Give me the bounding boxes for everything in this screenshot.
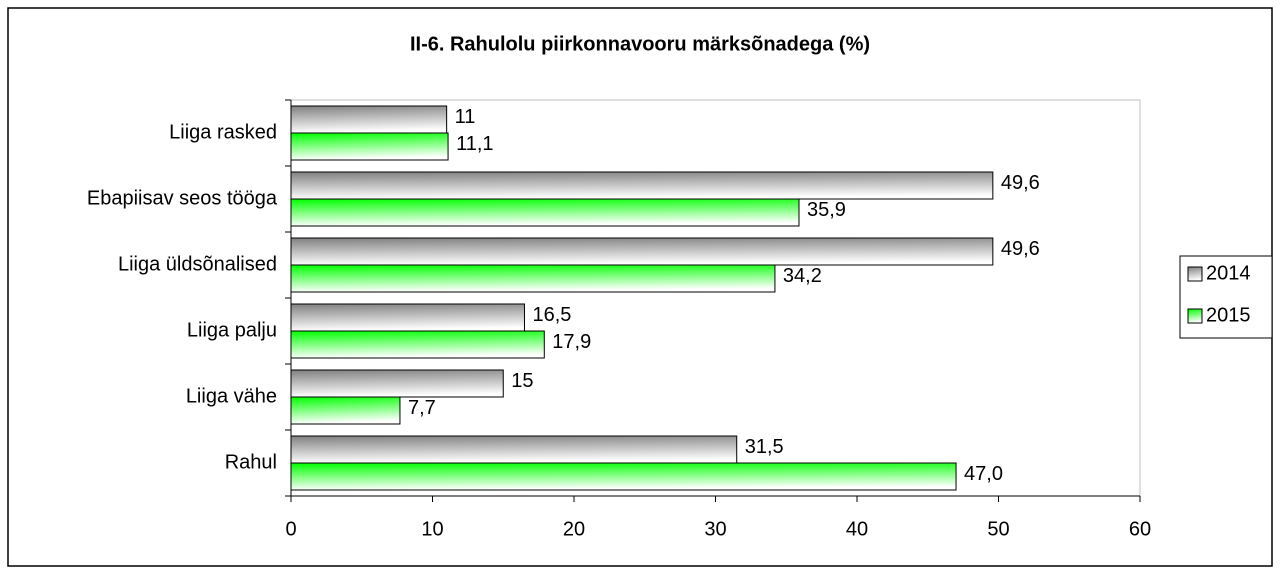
value-label: 15: [511, 370, 533, 392]
bar: [290, 237, 994, 266]
bar: [290, 264, 776, 293]
y-tick-label: Ebapiisav seos tööga: [87, 187, 278, 209]
value-label: 16,5: [532, 304, 571, 326]
value-label: 47,0: [964, 463, 1003, 485]
y-tick-label: Liiga palju: [187, 319, 277, 341]
value-label: 11,1: [456, 133, 493, 155]
bar: [290, 171, 994, 200]
value-label: 11: [455, 106, 476, 128]
legend-swatch: [1187, 266, 1203, 282]
legend-label: 2015: [1206, 304, 1251, 326]
value-label: 49,6: [1001, 238, 1040, 260]
y-tick-label: Liiga vähe: [186, 385, 277, 407]
x-tick-label: 30: [704, 518, 726, 540]
y-tick-label: Liiga rasked: [169, 121, 277, 143]
bar: [290, 435, 738, 464]
value-label: 35,9: [807, 199, 846, 221]
bar: [290, 198, 800, 227]
bar: [290, 303, 525, 332]
x-tick-label: 20: [563, 518, 585, 540]
legend-swatch: [1187, 308, 1203, 324]
bar: [290, 369, 504, 398]
value-label: 49,6: [1001, 172, 1040, 194]
bar: [290, 132, 449, 161]
legend-label: 2014: [1206, 262, 1251, 284]
value-label: 17,9: [552, 331, 591, 353]
value-label: 34,2: [783, 265, 822, 287]
x-tick-label: 10: [421, 518, 443, 540]
x-tick-label: 0: [285, 518, 296, 540]
bar: [290, 396, 401, 425]
y-tick-label: Rahul: [225, 451, 277, 473]
y-tick-label: Liiga üldsõnalised: [118, 253, 277, 275]
value-label: 31,5: [745, 436, 784, 458]
x-tick-label: 50: [987, 518, 1009, 540]
x-tick-label: 40: [846, 518, 868, 540]
value-label: 7,7: [408, 397, 436, 419]
bar: [290, 462, 957, 491]
plot-area: [290, 99, 1141, 497]
x-tick-label: 60: [1129, 518, 1151, 540]
bar: [290, 105, 448, 134]
bar: [290, 330, 545, 359]
chart-title: II-6. Rahulolu piirkonnavooru märksõnade…: [410, 33, 870, 55]
